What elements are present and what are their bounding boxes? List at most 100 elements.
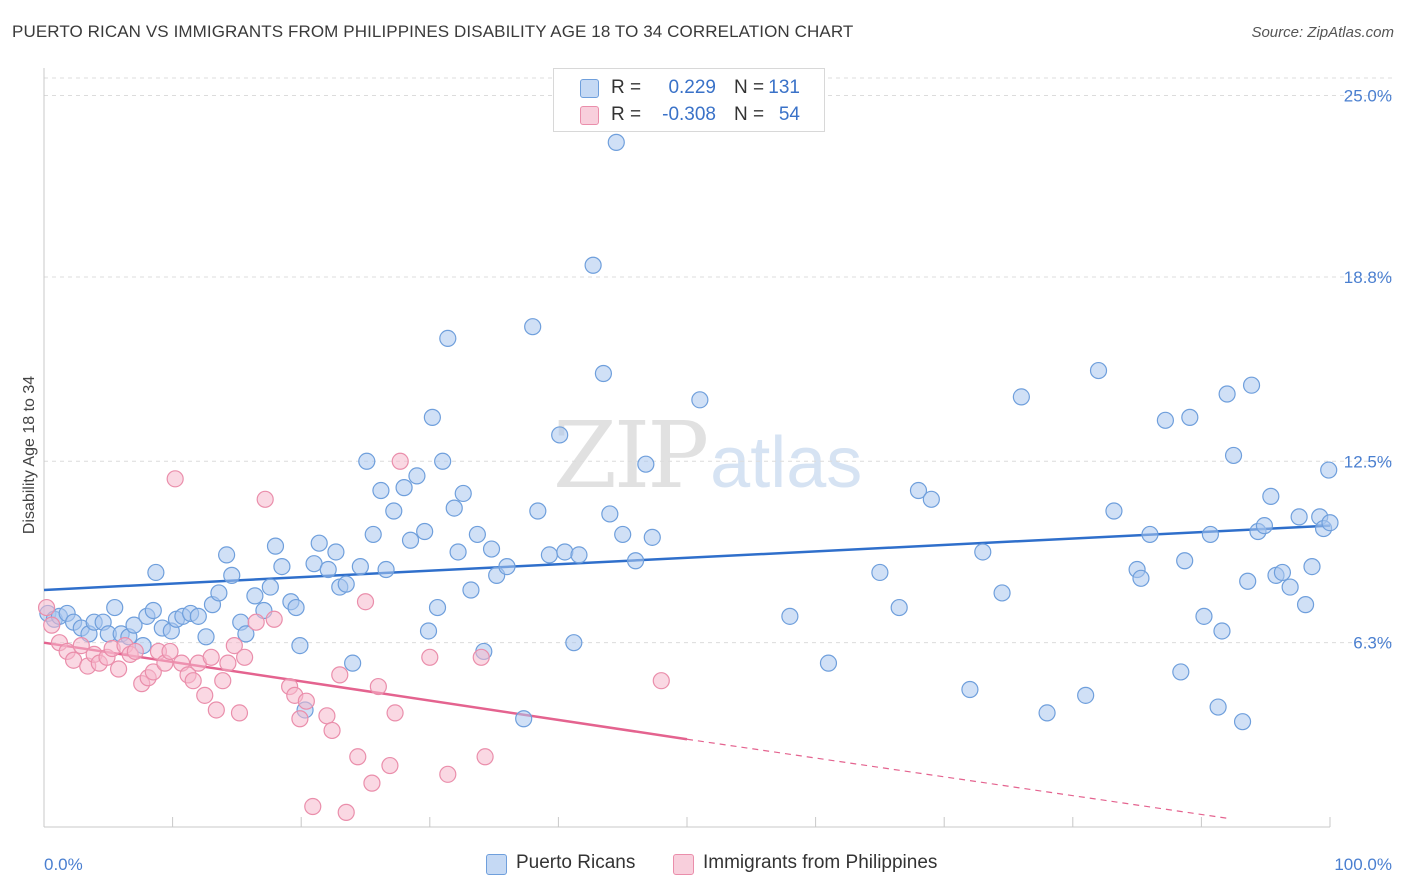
data-point-puerto-rican <box>1038 704 1056 722</box>
data-point-puerto-rican <box>408 467 426 485</box>
data-point-puerto-rican <box>189 607 207 625</box>
data-point-puerto-rican <box>454 484 472 503</box>
source-label: Source: ZipAtlas.com <box>1251 24 1394 41</box>
data-point-puerto-rican <box>266 537 285 555</box>
data-point-philippines <box>214 672 232 690</box>
legend-row-philippines: R = -0.308 N = 54 <box>554 102 824 128</box>
legend-swatch-pink <box>580 106 599 125</box>
data-point-puerto-rican <box>529 502 547 520</box>
data-point-philippines <box>37 598 56 617</box>
data-point-puerto-rican <box>218 546 236 564</box>
data-point-philippines <box>207 701 225 719</box>
data-point-philippines <box>304 797 322 816</box>
data-point-puerto-rican <box>439 329 457 347</box>
data-point-puerto-rican <box>327 543 345 561</box>
data-point-puerto-rican <box>1303 558 1321 576</box>
bottom-legend-swatch-blue <box>486 854 507 875</box>
data-point-puerto-rican <box>416 522 434 541</box>
data-point-philippines <box>381 756 399 775</box>
tick-labels: 6.3% 12.5% 18.8% 25.0% 0.0% 100.0% <box>44 87 1392 874</box>
data-point-puerto-rican <box>584 256 602 274</box>
data-point-puerto-rican <box>515 710 533 728</box>
data-point-puerto-rican <box>482 540 501 558</box>
legend-r-value: -0.308 <box>662 104 716 125</box>
chart-title: PUERTO RICAN VS IMMIGRANTS FROM PHILIPPI… <box>12 22 854 41</box>
data-point-puerto-rican <box>498 558 516 576</box>
data-point-puerto-rican <box>273 558 291 576</box>
data-point-philippines <box>161 642 179 661</box>
data-point-puerto-rican <box>1213 622 1231 640</box>
data-point-philippines <box>318 707 336 725</box>
data-point-puerto-rican <box>385 502 403 520</box>
data-point-puerto-rican <box>261 578 279 596</box>
data-point-puerto-rican <box>468 525 486 544</box>
legend-r-value: 0.229 <box>668 77 716 98</box>
data-point-puerto-rican <box>434 452 452 470</box>
data-point-puerto-rican <box>1156 411 1174 429</box>
data-point-puerto-rican <box>922 490 940 508</box>
data-point-puerto-rican <box>1224 446 1243 465</box>
data-point-philippines <box>337 803 355 821</box>
data-point-puerto-rican <box>372 481 390 500</box>
data-point-philippines <box>256 490 274 508</box>
data-point-puerto-rican <box>1172 663 1190 681</box>
data-point-puerto-rican <box>614 525 632 544</box>
data-point-puerto-rican <box>819 654 838 672</box>
data-point-puerto-rican <box>287 598 305 617</box>
data-point-puerto-rican <box>246 587 264 605</box>
data-point-puerto-rican <box>344 654 362 672</box>
data-point-puerto-rican <box>594 364 613 383</box>
legend-n-value: 131 <box>768 77 800 98</box>
data-point-puerto-rican <box>993 584 1011 602</box>
data-point-puerto-rican <box>1321 514 1339 532</box>
data-point-philippines <box>109 660 128 678</box>
data-point-puerto-rican <box>570 546 588 564</box>
data-point-puerto-rican <box>423 408 441 426</box>
trend-lines <box>43 524 1331 819</box>
data-point-puerto-rican <box>1320 461 1338 479</box>
legend-swatch-blue <box>580 79 599 98</box>
data-point-philippines <box>72 637 90 655</box>
y-axis-title: Disability Age 18 to 34 <box>21 376 38 534</box>
data-point-puerto-rican <box>540 546 558 564</box>
data-point-puerto-rican <box>643 528 661 546</box>
data-point-philippines <box>363 774 381 792</box>
data-point-philippines <box>356 593 375 611</box>
data-point-puerto-rican <box>626 552 645 570</box>
y-tick-label: 6.3% <box>1353 634 1392 653</box>
data-point-puerto-rican <box>462 581 480 599</box>
data-point-puerto-rican <box>1233 713 1252 731</box>
legend-box: R = 0.229 N = 131 R = -0.308 N = 54 <box>553 68 825 132</box>
data-point-puerto-rican <box>607 133 625 151</box>
data-point-puerto-rican <box>1089 361 1108 380</box>
legend-r-label: R = <box>611 77 642 98</box>
data-point-puerto-rican <box>974 543 992 561</box>
x-tick-label: 0.0% <box>44 855 83 874</box>
data-point-puerto-rican <box>890 598 908 617</box>
data-point-philippines <box>225 637 243 655</box>
data-point-philippines <box>43 616 61 634</box>
data-point-philippines <box>386 704 404 722</box>
data-point-philippines <box>184 672 202 690</box>
data-point-philippines <box>391 452 409 470</box>
data-point-puerto-rican <box>144 601 162 620</box>
data-point-puerto-rican <box>337 575 355 593</box>
data-point-puerto-rican <box>395 479 413 497</box>
data-point-philippines <box>369 677 387 696</box>
data-point-puerto-rican <box>601 505 619 523</box>
data-point-philippines <box>476 748 494 766</box>
data-point-philippines <box>202 648 220 666</box>
legend-r-label: R = <box>611 104 642 125</box>
trend-line-philippines-extrapolated <box>686 738 1228 819</box>
data-point-puerto-rican <box>377 560 395 579</box>
data-point-philippines <box>126 642 144 661</box>
data-point-philippines <box>297 692 315 710</box>
data-point-puerto-rican <box>1296 596 1315 614</box>
y-tick-label: 25.0% <box>1344 87 1392 106</box>
data-point-puerto-rican <box>961 680 979 699</box>
data-point-puerto-rican <box>125 616 143 634</box>
data-point-philippines <box>349 748 367 766</box>
legend-n-value: 54 <box>778 104 800 125</box>
data-point-philippines <box>323 721 341 740</box>
